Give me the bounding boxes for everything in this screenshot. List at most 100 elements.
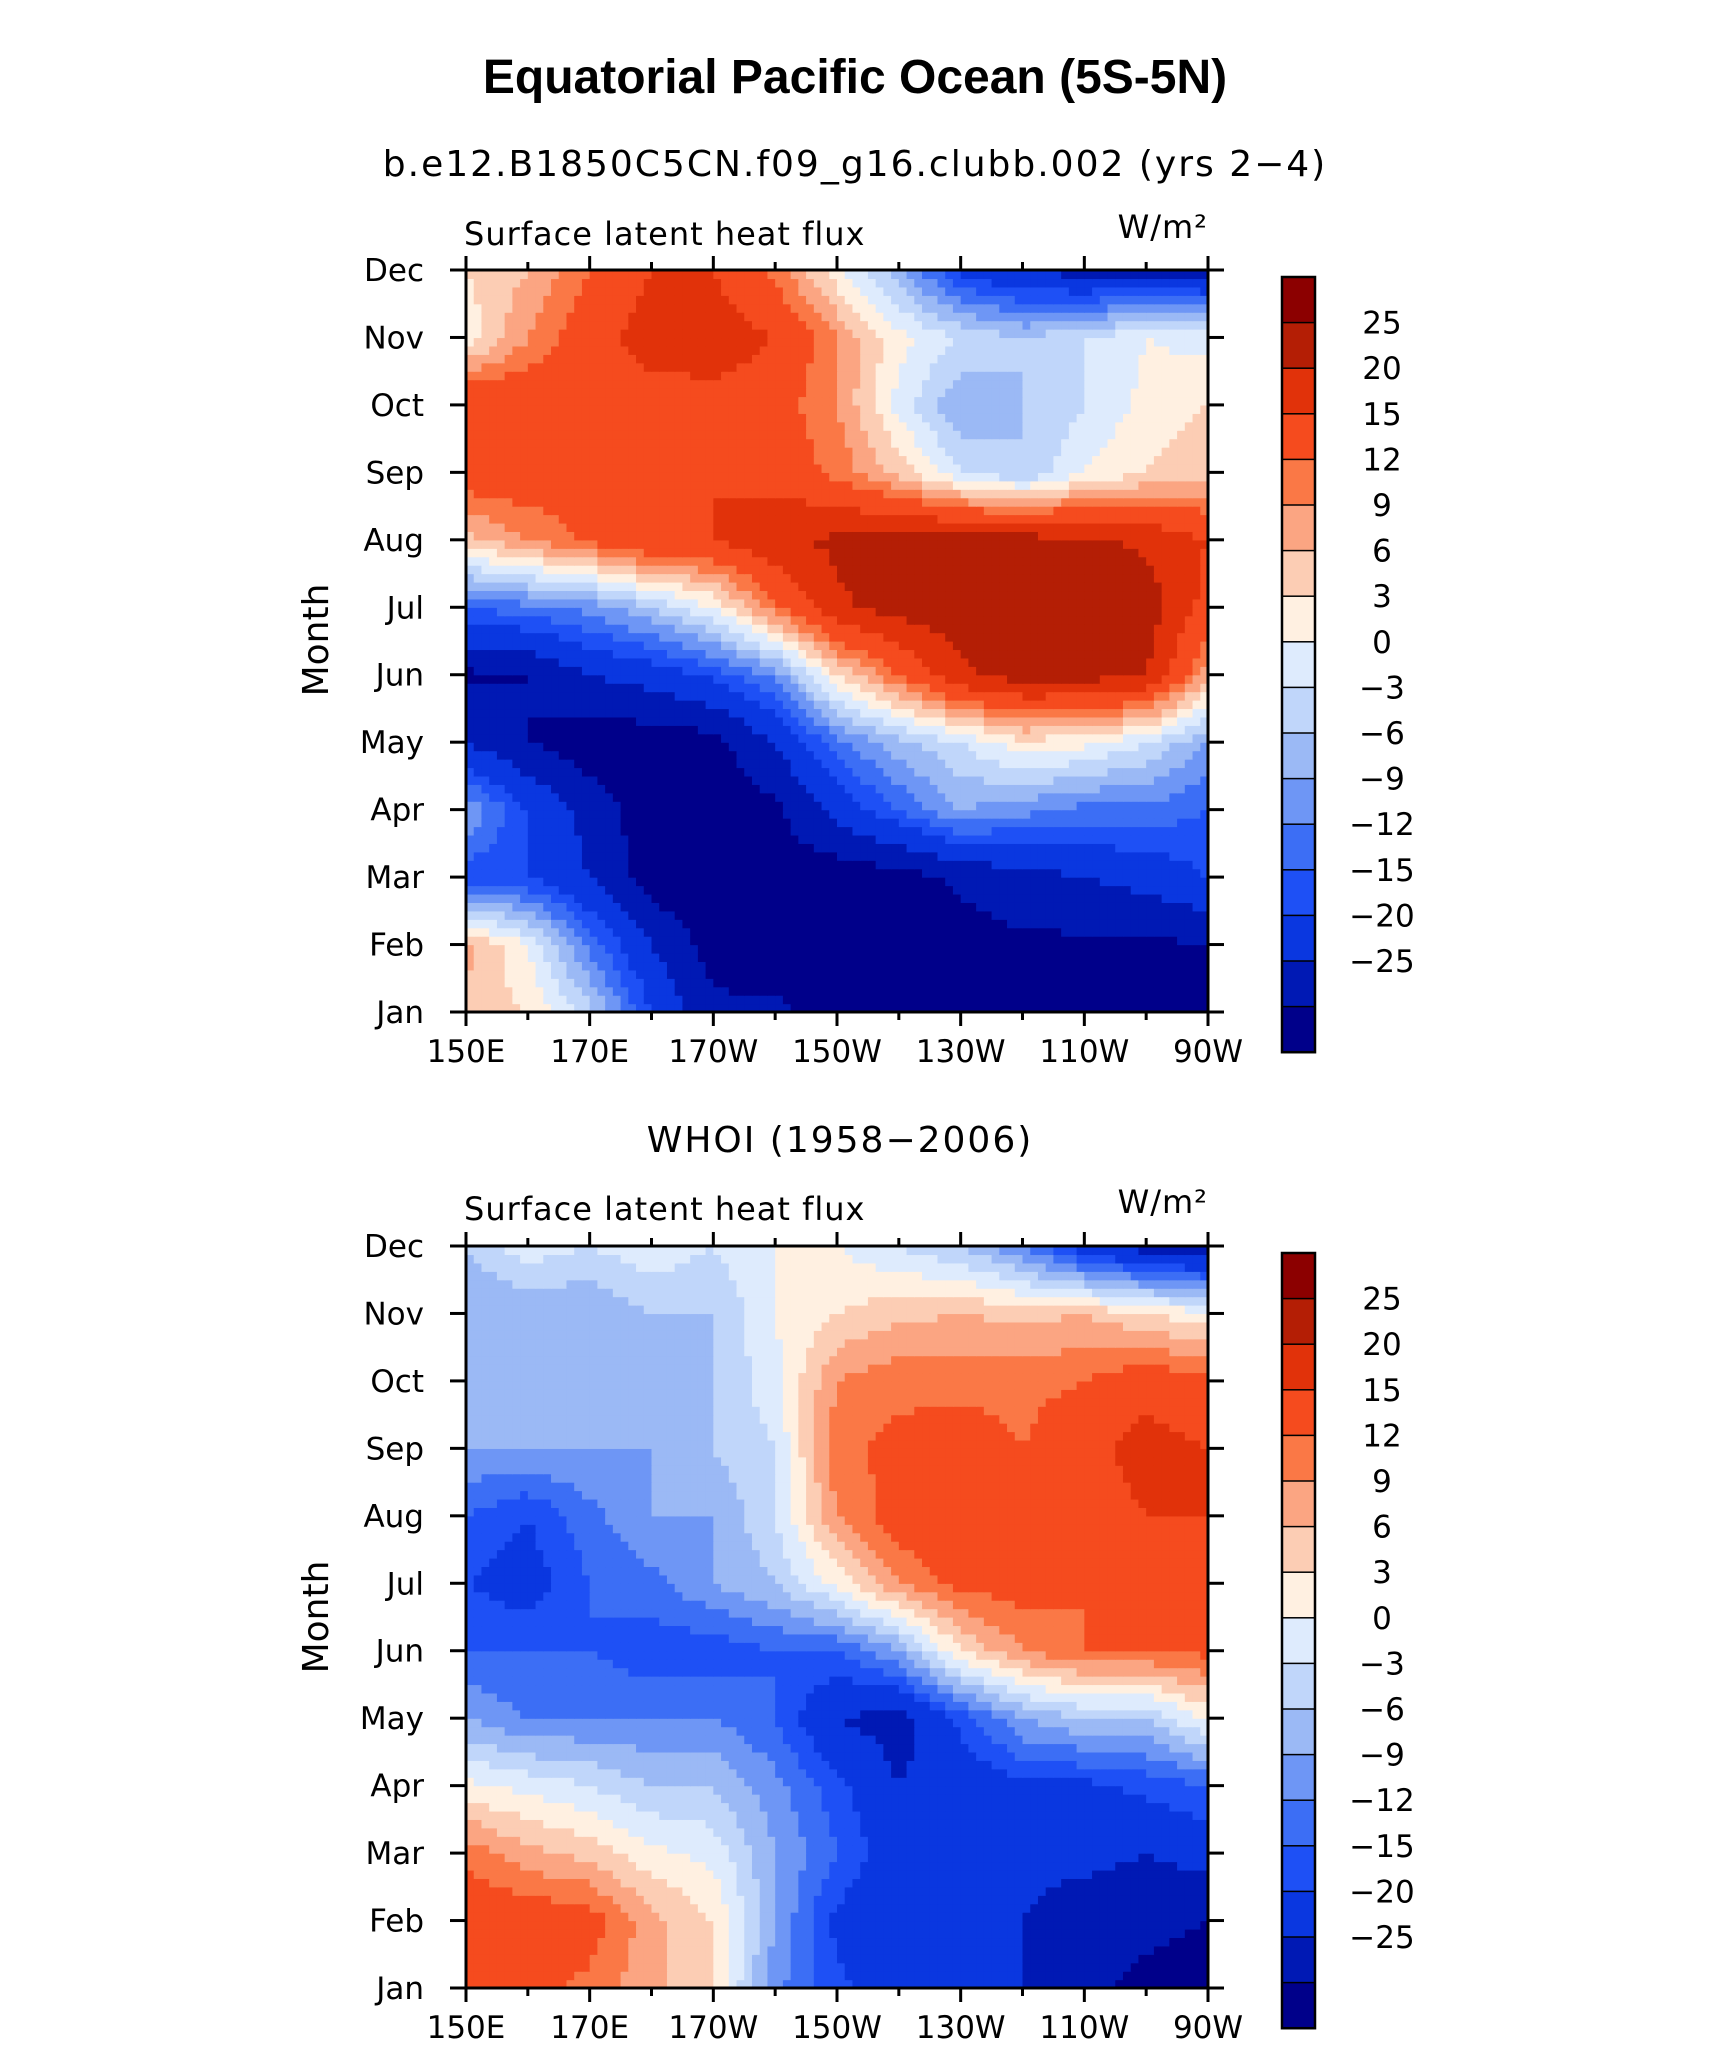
heatmap-cell bbox=[1115, 868, 1124, 878]
heatmap-cell bbox=[1037, 902, 1047, 912]
heatmap-cell bbox=[883, 986, 892, 996]
heatmap-cell bbox=[1053, 708, 1062, 718]
heatmap-cell bbox=[643, 775, 653, 785]
heatmap-cell bbox=[736, 952, 745, 963]
heatmap-cell bbox=[844, 860, 854, 870]
heatmap-cell bbox=[543, 632, 552, 642]
heatmap-cell bbox=[489, 683, 498, 693]
heatmap-cell bbox=[659, 910, 668, 920]
heatmap-cell bbox=[883, 834, 892, 844]
heatmap-cell bbox=[1076, 986, 1085, 996]
heatmap-cell bbox=[489, 834, 498, 844]
heatmap-cell bbox=[991, 590, 1000, 600]
heatmap-cell bbox=[1146, 598, 1155, 608]
heatmap-cell bbox=[543, 952, 552, 963]
heatmap-cell bbox=[821, 581, 830, 592]
heatmap-cell bbox=[535, 775, 544, 785]
heatmap-cell bbox=[659, 995, 668, 1005]
heatmap-cell bbox=[914, 784, 923, 794]
heatmap-cell bbox=[1130, 961, 1140, 971]
heatmap-cell bbox=[844, 902, 854, 912]
heatmap-cell bbox=[1177, 624, 1186, 634]
heatmap-cell bbox=[527, 708, 537, 718]
heatmap-cell bbox=[806, 674, 815, 684]
heatmap-cell bbox=[844, 581, 854, 592]
heatmap-cell bbox=[558, 978, 568, 988]
heatmap-cell bbox=[1022, 573, 1031, 583]
heatmap-cell bbox=[813, 818, 823, 828]
heatmap-cell bbox=[1099, 792, 1109, 802]
heatmap-cell bbox=[496, 868, 506, 878]
heatmap-cell bbox=[481, 978, 490, 988]
heatmap-cell bbox=[976, 893, 985, 903]
heatmap-cell bbox=[782, 742, 792, 752]
heatmap-cell bbox=[1115, 885, 1124, 895]
heatmap-cell bbox=[875, 851, 884, 861]
heatmap-cell bbox=[520, 885, 529, 895]
heatmap-cell bbox=[473, 767, 483, 777]
heatmap-cell bbox=[952, 877, 962, 887]
heatmap-cell bbox=[736, 590, 745, 600]
heatmap-cell bbox=[1084, 767, 1093, 777]
heatmap-cell bbox=[1045, 902, 1055, 912]
heatmap-cell bbox=[891, 893, 900, 903]
heatmap-cell bbox=[504, 784, 513, 794]
heatmap-cell bbox=[504, 834, 513, 844]
heatmap-cell bbox=[891, 767, 900, 777]
heatmap-cell bbox=[628, 1003, 637, 1013]
heatmap-cell bbox=[937, 860, 946, 870]
heatmap-cell bbox=[535, 624, 544, 634]
heatmap-cell bbox=[759, 708, 769, 718]
heatmap-cell bbox=[473, 649, 483, 659]
heatmap-cell bbox=[852, 742, 861, 752]
heatmap-cell bbox=[597, 691, 606, 701]
heatmap-cell bbox=[952, 919, 962, 929]
heatmap-cell bbox=[806, 927, 815, 937]
heatmap-cell bbox=[721, 944, 730, 954]
heatmap-cell bbox=[1122, 683, 1132, 693]
heatmap-cell bbox=[968, 792, 977, 802]
heatmap-cell bbox=[945, 902, 954, 912]
heatmap-cell bbox=[790, 666, 799, 676]
heatmap-cell bbox=[551, 860, 560, 870]
heatmap-cell bbox=[759, 733, 769, 743]
heatmap-cell bbox=[860, 716, 869, 726]
heatmap-cell bbox=[713, 792, 722, 802]
heatmap-cell bbox=[999, 826, 1008, 836]
heatmap-cell bbox=[466, 691, 475, 701]
heatmap-cell bbox=[1045, 700, 1055, 710]
heatmap-cell bbox=[767, 902, 776, 912]
heatmap-cell bbox=[628, 615, 637, 625]
heatmap-cell bbox=[574, 581, 583, 592]
heatmap-cell bbox=[852, 978, 861, 988]
heatmap-cell bbox=[1161, 936, 1170, 946]
heatmap-cell bbox=[736, 801, 745, 811]
heatmap-cell bbox=[489, 952, 498, 963]
heatmap-cell bbox=[1014, 784, 1024, 794]
heatmap-cell bbox=[952, 750, 962, 760]
heatmap-cell bbox=[891, 986, 900, 996]
heatmap-cell bbox=[898, 834, 908, 844]
heatmap-cell bbox=[674, 978, 684, 988]
heatmap-cell bbox=[883, 1003, 892, 1013]
heatmap-cell bbox=[1130, 986, 1140, 996]
heatmap-cell bbox=[489, 919, 498, 929]
heatmap-cell bbox=[473, 683, 483, 693]
heatmap-cell bbox=[589, 674, 598, 684]
heatmap-cell bbox=[891, 969, 900, 979]
heatmap-cell bbox=[968, 666, 977, 676]
heatmap-cell bbox=[1084, 927, 1093, 937]
heatmap-cell bbox=[837, 573, 846, 583]
heatmap-cell bbox=[597, 1003, 606, 1013]
heatmap-cell bbox=[759, 834, 769, 844]
heatmap-cell bbox=[1122, 632, 1132, 642]
heatmap-cell bbox=[898, 910, 908, 920]
heatmap-cell bbox=[1169, 1003, 1178, 1013]
heatmap-cell bbox=[659, 775, 668, 785]
heatmap-cell bbox=[659, 1003, 668, 1013]
heatmap-cell bbox=[1030, 733, 1039, 743]
heatmap-cell bbox=[520, 893, 529, 903]
heatmap-cell bbox=[1146, 801, 1155, 811]
heatmap-cell bbox=[806, 818, 815, 828]
heatmap-cell bbox=[690, 759, 699, 769]
